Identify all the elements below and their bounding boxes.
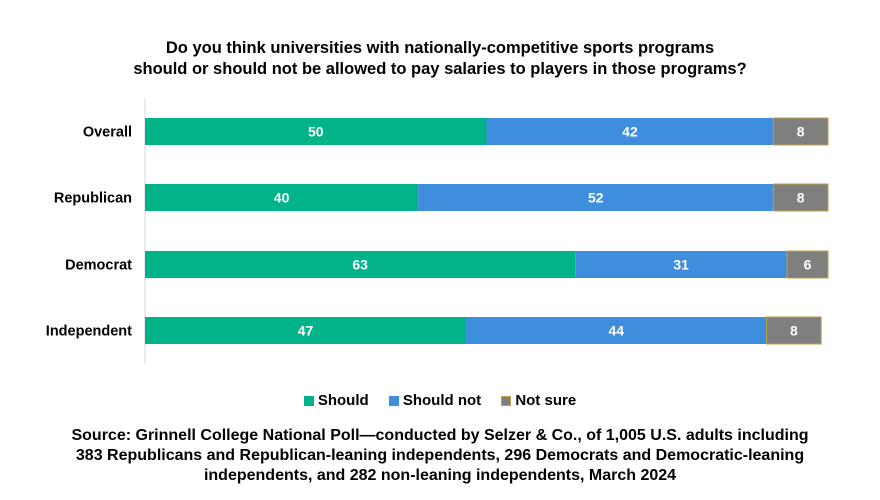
data-label: 63 — [352, 257, 368, 273]
data-label: 8 — [790, 323, 798, 339]
category-label: Democrat — [65, 258, 132, 274]
bar-segment — [418, 184, 774, 211]
bar-segment — [145, 251, 576, 278]
bar-segment — [145, 184, 419, 211]
data-label: 31 — [673, 257, 689, 273]
source-line: Source: Grinnell College National Poll—c… — [71, 427, 809, 444]
chart-title: Do you think universities with nationall… — [0, 38, 880, 80]
legend-swatch — [303, 395, 314, 406]
data-label: 40 — [274, 190, 290, 206]
source-note: Source: Grinnell College National Poll—c… — [0, 426, 880, 486]
title-line: should or should not be allowed to pay s… — [133, 60, 747, 78]
data-label: 42 — [622, 124, 638, 140]
data-label: 6 — [804, 257, 812, 273]
category-label: Independent — [46, 324, 132, 340]
bar-segment — [466, 317, 767, 344]
legend-swatch — [501, 395, 512, 406]
source-line: 383 Republicans and Republican-leaning i… — [75, 447, 805, 464]
legend-label: Should not — [402, 392, 482, 409]
data-label: 8 — [797, 124, 805, 140]
data-label: 50 — [308, 124, 324, 140]
bar-segment — [786, 250, 829, 279]
bar-segment — [772, 183, 829, 212]
bar-segment — [575, 251, 788, 278]
legend-item-should: Should — [303, 392, 369, 409]
source-line: independents, and 282 non-leaning indepe… — [203, 467, 677, 484]
bar-segment — [145, 317, 467, 344]
title-line: Do you think universities with nationall… — [165, 39, 715, 57]
category-label: Republican — [54, 191, 132, 207]
bar-segment — [772, 117, 829, 146]
legend-swatch — [388, 395, 399, 406]
bar-segment — [145, 118, 487, 145]
data-label: 44 — [608, 323, 624, 339]
legend-item-should-not: Should not — [388, 392, 482, 409]
bar-segment — [486, 118, 774, 145]
legend-label: Should — [317, 392, 369, 409]
data-label: 52 — [588, 190, 604, 206]
data-label: 8 — [797, 190, 805, 206]
bar-segment — [766, 316, 822, 345]
legend-label: Not sure — [515, 392, 577, 409]
category-label: Overall — [83, 125, 132, 141]
legend: Should Should not Not sure — [0, 392, 880, 410]
data-label: 47 — [298, 323, 314, 339]
legend-item-not-sure: Not sure — [501, 392, 576, 409]
